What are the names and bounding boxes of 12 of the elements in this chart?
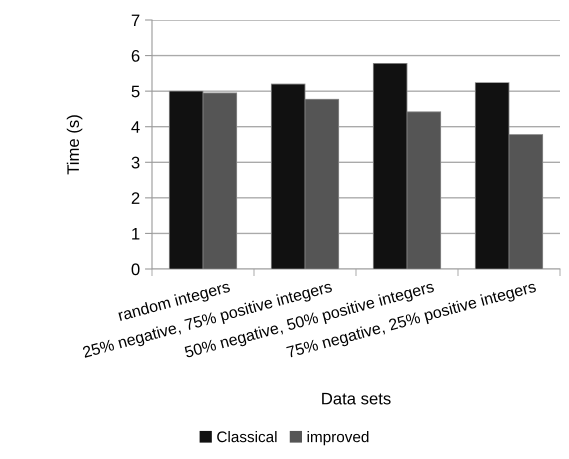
y-tick-label: 5 bbox=[132, 86, 140, 98]
legend-label: improved bbox=[308, 431, 368, 446]
y-tick-label: 0 bbox=[132, 263, 140, 276]
y-tick-label: 4 bbox=[131, 121, 140, 133]
y-tick-label: 2 bbox=[132, 192, 140, 204]
y-tick-label: 6 bbox=[132, 50, 140, 62]
y-tick-label: 7 bbox=[132, 14, 140, 26]
legend-label: Classical bbox=[217, 431, 277, 442]
y-tick-label: 1 bbox=[132, 228, 140, 240]
y-axis-title: Time (s) bbox=[66, 115, 82, 174]
x-axis-title: Data sets bbox=[322, 392, 391, 404]
y-tick-label: 3 bbox=[132, 156, 140, 168]
